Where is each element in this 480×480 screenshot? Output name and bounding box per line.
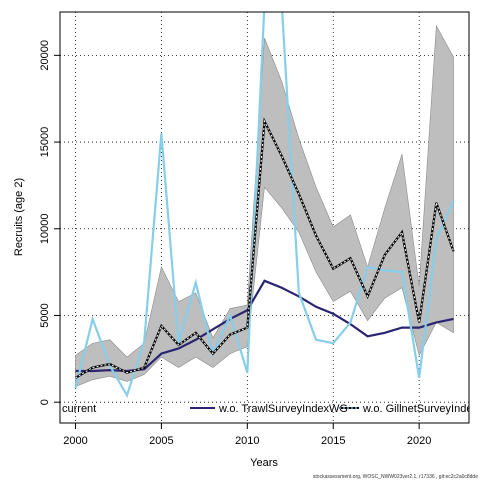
footer-credit: stockassessment.org, WOSC_NWW023ver2.1, … [313,474,478,480]
plot-frame [59,11,470,424]
x-axis-label: Years [250,457,278,469]
series-line-current-dash [75,119,455,379]
legend: current w.o. TrawlSurveyIndexWG w.o. Gilln… [62,403,478,415]
confidence-band-layer [75,24,454,388]
series-lines-layer [74,12,455,398]
series-line-gillnet [74,12,455,398]
y-tick-label: 20000 [39,40,51,71]
x-axis: 2000 2005 2010 2015 2020 [63,423,431,447]
legend-label: current [62,403,96,415]
x-tick-label: 2020 [407,435,431,447]
x-tick-label: 2005 [149,435,173,447]
y-tick-label: 0 [39,399,51,405]
legend-label: w.o. TrawlSurveyIndexWG [218,403,348,415]
y-axis: 0 5000 10000 15000 20000 [39,40,60,405]
legend-label: w.o. GillnetSurveyIndex [362,403,478,415]
x-tick-label: 2000 [63,435,87,447]
confidence-band [75,24,454,388]
y-tick-label: 15000 [39,127,51,158]
x-tick-label: 2015 [321,435,345,447]
y-tick-label: 5000 [39,303,51,327]
x-tick-label: 2010 [235,435,259,447]
y-tick-label: 10000 [39,213,51,244]
y-axis-label: Recruits (age 2) [13,178,25,256]
